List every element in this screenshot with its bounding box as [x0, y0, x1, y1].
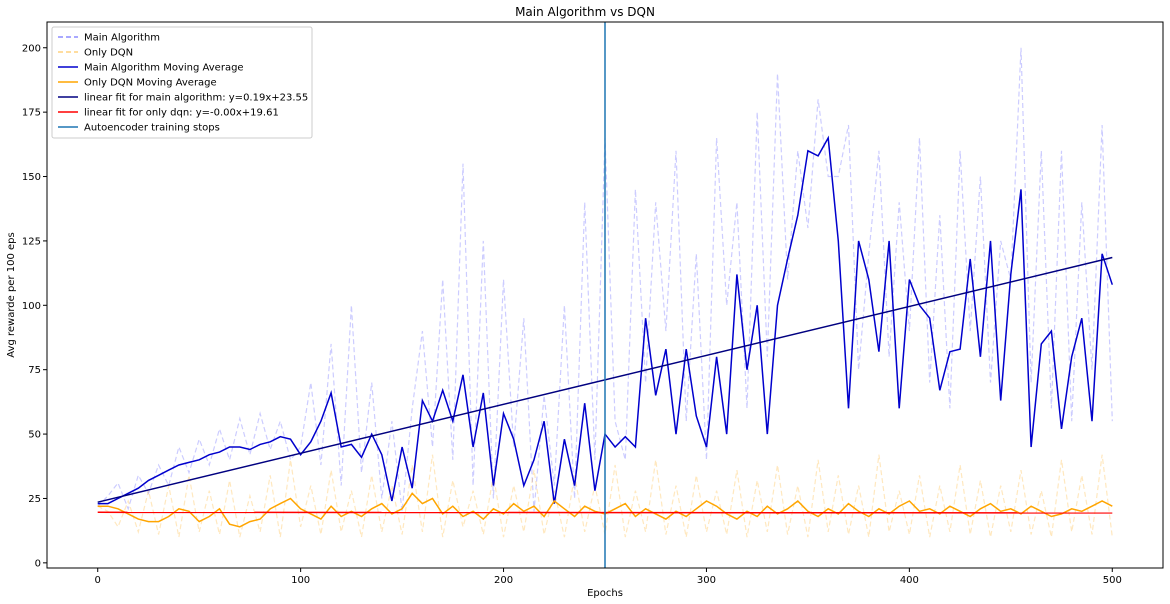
x-tick-label: 300: [697, 575, 716, 586]
legend-entry: Main Algorithm Moving Average: [84, 63, 244, 74]
legend-entry: Only DQN: [84, 48, 133, 59]
y-tick-label: 100: [22, 301, 41, 312]
x-tick-label: 400: [900, 575, 919, 586]
x-tick-label: 100: [291, 575, 310, 586]
y-tick-label: 0: [35, 558, 41, 569]
legend-box: [51, 26, 313, 139]
x-tick-label: 0: [95, 575, 101, 586]
x-tick-label: 500: [1103, 575, 1122, 586]
chart-title: Main Algorithm vs DQN: [515, 5, 655, 19]
x-axis-label: Epochs: [587, 588, 623, 599]
y-tick-label: 25: [28, 494, 41, 505]
legend-entry: linear fit for only dqn: y=-0.00x+19.61: [84, 108, 279, 119]
y-axis-label: Avg rewarde per 100 eps: [6, 232, 17, 357]
y-tick-label: 125: [22, 236, 41, 247]
legend-entry: Autoencoder training stops: [84, 123, 220, 134]
y-tick-label: 150: [22, 172, 41, 183]
y-tick-label: 200: [22, 43, 41, 54]
x-axis: 0 100 200 300 400 500: [95, 568, 1122, 586]
plot-area: [97, 22, 1114, 568]
y-tick-label: 175: [22, 108, 41, 119]
y-axis: 0 25 50 75 100 125 150 175 200: [22, 43, 47, 569]
y-tick-label: 50: [28, 430, 41, 441]
legend: Main Algorithm Only DQN Main Algorithm Mov…: [51, 26, 313, 139]
y-tick-label: 75: [28, 365, 41, 376]
legend-entry: linear fit for main algorithm: y=0.19x+2…: [84, 93, 308, 104]
plot-frame: [46, 21, 1164, 569]
legend-entry: Main Algorithm: [84, 33, 160, 44]
legend-entry: Only DQN Moving Average: [84, 78, 217, 89]
x-tick-label: 200: [494, 575, 513, 586]
